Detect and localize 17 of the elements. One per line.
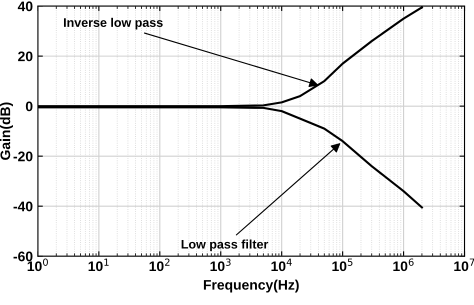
x-tick-label: 10$^{2}$ xyxy=(150,258,170,272)
annotation: Low pass filter xyxy=(182,239,268,252)
y-tick-label: 20 xyxy=(18,51,32,62)
x-tick-label: 10$^{6}$ xyxy=(393,258,414,272)
x-tick-label: 10$^{4}$ xyxy=(271,258,292,272)
annotation: Inverse low pass xyxy=(64,18,163,30)
y-tick-label: 0 xyxy=(26,101,32,112)
y-tick-label: -20 xyxy=(14,151,32,162)
y-tick-label: -60 xyxy=(14,252,32,262)
y-tick-label: -40 xyxy=(14,202,32,212)
x-tick-label: 10$^{3}$ xyxy=(210,258,231,272)
x-tick-label: 10$^{5}$ xyxy=(332,258,352,272)
x-tick-label: 10$^{7}$ xyxy=(454,258,474,272)
y-axis-title: Gain(dB) xyxy=(0,102,13,160)
x-tick-label: 10$^{1}$ xyxy=(88,258,109,272)
y-tick-label: 40 xyxy=(18,1,32,12)
x-axis-title: Frequency(Hz) xyxy=(204,280,299,293)
